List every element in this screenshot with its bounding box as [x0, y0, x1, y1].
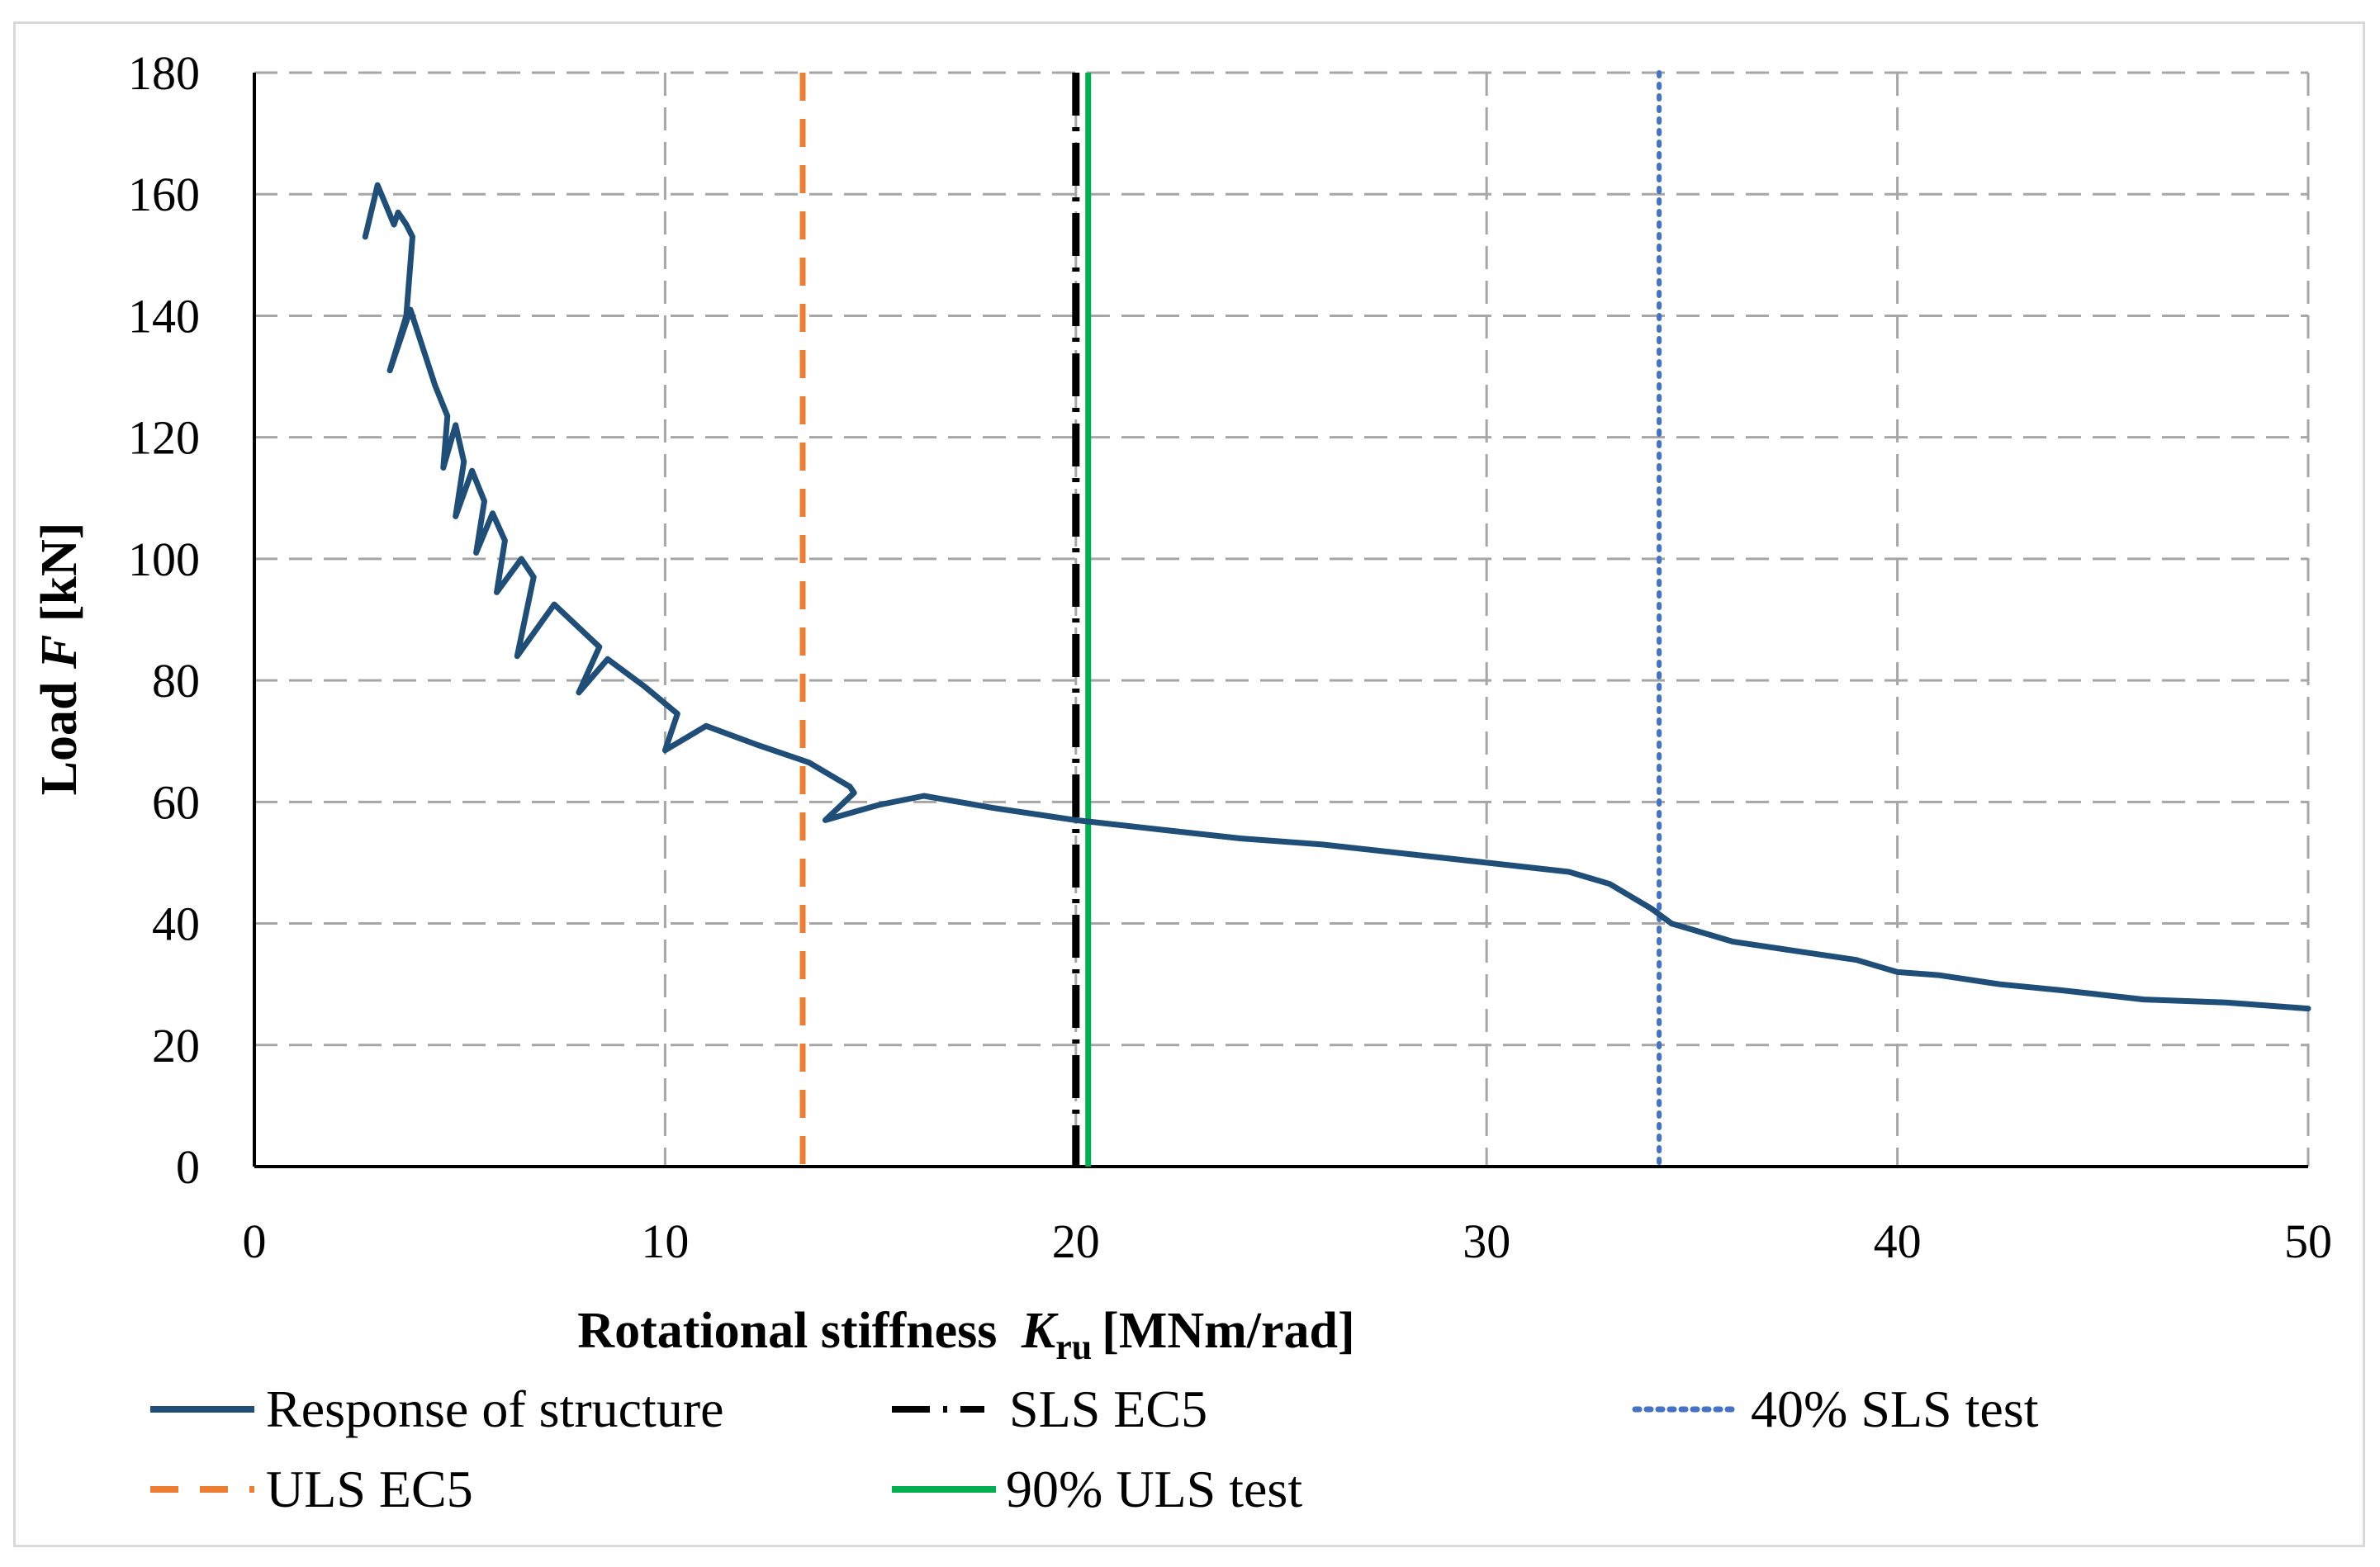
- y-axis-title-symbol: F: [31, 635, 88, 670]
- chart-frame: [13, 21, 2365, 1547]
- x-axis-title: Rotational stiffness Kru [MNm/rad]: [577, 1303, 1354, 1367]
- y-axis-title-units: [kN]: [31, 523, 88, 623]
- axes: [253, 73, 2308, 1168]
- x-tick-label: 20: [1052, 1214, 1100, 1268]
- y-tick-label: 0: [176, 1140, 200, 1194]
- legend-label-uls-ec5: ULS EC5: [266, 1460, 473, 1518]
- y-tick-label: 60: [152, 775, 200, 829]
- y-tick-label: 40: [152, 897, 200, 951]
- tick-labels: 0 20 40 60 80 100 120 140 160 180 0 10 20 30 40 50: [128, 46, 2332, 1268]
- y-axis-title-text: Load: [31, 682, 88, 796]
- legend-label-sls-ec5: SLS EC5: [1009, 1380, 1207, 1438]
- y-tick-label: 100: [128, 533, 200, 586]
- x-tick-label: 0: [243, 1214, 267, 1268]
- legend: Response of structure SLS EC5 40% SLS te…: [150, 1380, 2039, 1518]
- series-response-of-structure: [362, 182, 2311, 1012]
- legend-item-90-uls-test: 90% ULS test: [892, 1460, 1302, 1518]
- legend-label-response: Response of structure: [266, 1380, 724, 1438]
- x-axis-title-text: Rotational stiffness: [577, 1303, 997, 1359]
- y-tick-label: 180: [128, 46, 200, 100]
- legend-label-90-uls-test: 90% ULS test: [1006, 1460, 1302, 1518]
- response-series: [362, 182, 2311, 1012]
- reference-lines: [799, 70, 1662, 1169]
- y-tick-label: 140: [128, 289, 200, 343]
- x-axis-title-symbol: K: [1021, 1303, 1059, 1359]
- x-tick-label: 30: [1463, 1214, 1510, 1268]
- x-tick-label: 50: [2284, 1214, 2332, 1268]
- legend-item-sls-ec5: SLS EC5: [892, 1380, 1207, 1438]
- x-tick-label: 40: [1874, 1214, 1922, 1268]
- legend-item-uls-ec5: ULS EC5: [150, 1460, 473, 1518]
- legend-item-response: Response of structure: [150, 1380, 724, 1438]
- x-axis-title-units: [MNm/rad]: [1102, 1303, 1354, 1359]
- legend-item-40-sls-test: 40% SLS test: [1632, 1380, 2039, 1438]
- legend-label-40-sls-test: 40% SLS test: [1751, 1380, 2039, 1438]
- x-axis-title-subscript: ru: [1055, 1327, 1092, 1367]
- y-tick-label: 20: [152, 1019, 200, 1072]
- y-tick-label: 120: [128, 411, 200, 465]
- y-axis-title: Load F [kN]: [31, 523, 88, 796]
- grid-lines: [254, 71, 2310, 1167]
- x-tick-label: 10: [641, 1214, 689, 1268]
- y-tick-label: 160: [128, 168, 200, 221]
- y-tick-label: 80: [152, 654, 200, 708]
